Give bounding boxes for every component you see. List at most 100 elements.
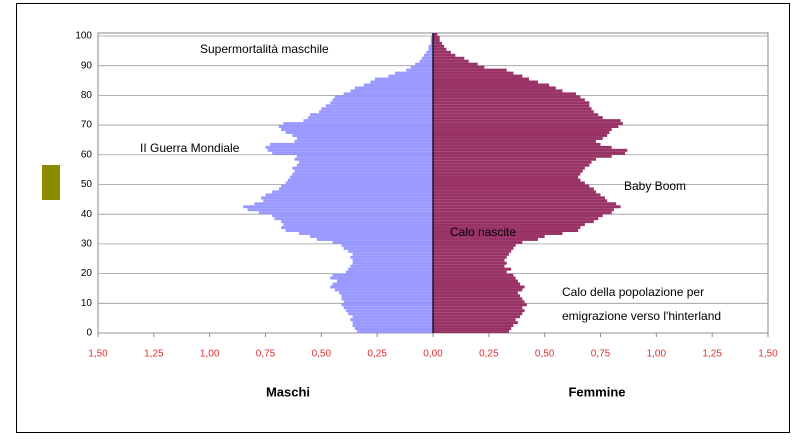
bar: [433, 47, 447, 51]
bar: [433, 110, 594, 114]
bar: [290, 175, 433, 179]
bar: [350, 318, 433, 322]
bar: [433, 330, 509, 333]
bar: [428, 47, 433, 51]
bar: [352, 324, 433, 328]
bar: [433, 223, 585, 227]
bar: [433, 249, 512, 253]
annotation: Supermortalità maschile: [200, 42, 329, 56]
x-tick-label: 0,75: [591, 349, 611, 360]
x-tick-label: 0,50: [535, 349, 555, 360]
bar: [433, 142, 601, 146]
x-tick-label: 0,25: [367, 349, 387, 360]
bar: [433, 199, 608, 203]
bar: [433, 232, 563, 235]
bar: [433, 309, 525, 313]
bar: [433, 119, 621, 123]
bar: [330, 276, 433, 280]
bar: [421, 56, 433, 60]
bar: [296, 154, 433, 158]
bar: [330, 285, 433, 289]
bar: [296, 163, 433, 167]
bar: [433, 172, 581, 176]
axis-label: Maschi: [266, 384, 310, 399]
bar: [433, 62, 478, 66]
bar: [345, 270, 433, 274]
bar: [433, 196, 605, 200]
bar: [274, 217, 433, 221]
bar: [294, 157, 433, 161]
x-tick-label: 0,00: [423, 349, 443, 360]
bar: [263, 199, 433, 203]
bar: [433, 321, 518, 325]
bar: [433, 315, 521, 319]
bar: [433, 303, 527, 307]
bar: [433, 306, 523, 310]
bar: [281, 128, 433, 132]
bar: [281, 184, 433, 188]
bar: [433, 276, 516, 280]
bar: [350, 89, 433, 93]
bar: [433, 234, 545, 238]
bar: [430, 41, 433, 45]
bar: [433, 128, 612, 132]
bar: [343, 306, 433, 310]
bar: [433, 35, 440, 39]
bar: [433, 264, 505, 268]
bar: [332, 282, 433, 286]
bar: [352, 261, 433, 265]
bar: [350, 255, 433, 259]
bar: [292, 133, 433, 137]
bar: [285, 229, 433, 233]
bar: [433, 148, 628, 152]
bar: [433, 89, 563, 93]
bar: [424, 53, 433, 57]
y-tick-label: 100: [75, 31, 92, 42]
bar: [285, 131, 433, 134]
bar: [281, 220, 433, 224]
bar: [272, 190, 433, 194]
bar: [433, 50, 451, 54]
bar: [348, 249, 433, 253]
y-tick-label: 0: [86, 328, 92, 339]
bar: [433, 107, 592, 111]
x-tick-label: 1,00: [647, 349, 667, 360]
bar: [433, 285, 525, 289]
bar: [433, 41, 442, 45]
y-tick-label: 80: [81, 90, 93, 101]
bar: [430, 35, 433, 39]
bar: [433, 68, 507, 72]
annotation: II Guerra Mondiale: [140, 141, 240, 155]
bar: [354, 327, 433, 331]
y-tick-label: 70: [81, 120, 93, 131]
bar: [261, 196, 433, 200]
bar: [433, 178, 581, 182]
bar: [332, 98, 433, 102]
bar: [433, 202, 617, 206]
bar: [433, 163, 590, 167]
bar: [395, 71, 433, 75]
bar: [433, 282, 521, 286]
bar: [374, 77, 433, 81]
bar: [325, 104, 433, 108]
bar: [243, 205, 433, 209]
bar: [272, 151, 433, 155]
bar: [433, 133, 608, 137]
bar: [339, 291, 433, 295]
bar: [281, 226, 433, 230]
bar: [406, 68, 433, 72]
bar: [433, 95, 581, 99]
bar: [352, 315, 433, 319]
bar: [343, 300, 433, 304]
bar: [341, 303, 433, 307]
bar: [433, 59, 469, 63]
bar: [292, 172, 433, 176]
bar: [332, 273, 433, 277]
bar: [433, 113, 599, 117]
bar: [426, 50, 433, 54]
x-tick-label: 1,50: [88, 349, 108, 360]
bar: [433, 116, 603, 120]
bar: [269, 142, 433, 146]
bar: [433, 125, 619, 129]
bar: [433, 92, 576, 96]
